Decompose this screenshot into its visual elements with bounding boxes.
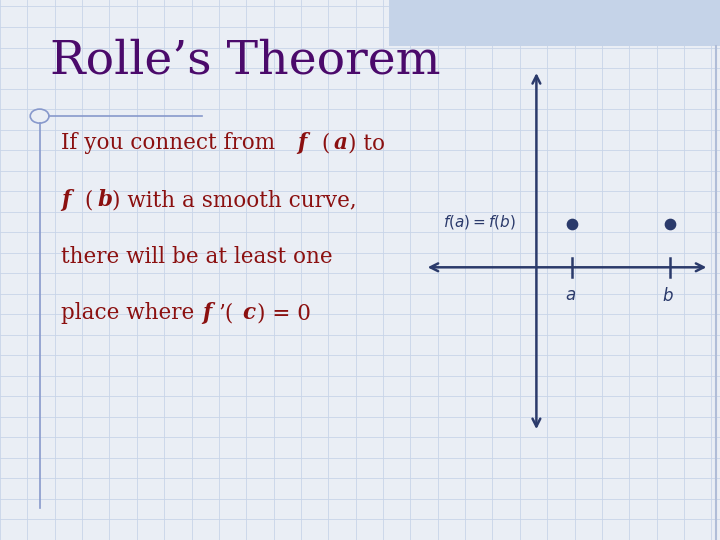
Point: [664, 220, 675, 228]
Text: place where: place where: [61, 302, 202, 325]
Text: ) with a smooth curve,: ) with a smooth curve,: [112, 189, 356, 211]
Text: c: c: [243, 302, 256, 325]
Point: [567, 220, 578, 228]
Text: a: a: [333, 132, 347, 154]
Text: (: (: [315, 132, 330, 154]
Text: f: f: [61, 189, 71, 211]
Text: b: b: [97, 189, 112, 211]
Text: If you connect from: If you connect from: [61, 132, 282, 154]
Text: $\mathit{b}$: $\mathit{b}$: [662, 287, 674, 305]
Text: (: (: [78, 189, 94, 211]
FancyBboxPatch shape: [389, 0, 720, 46]
Text: f: f: [202, 302, 212, 325]
Text: there will be at least one: there will be at least one: [61, 246, 333, 268]
Text: Rolle’s Theorem: Rolle’s Theorem: [50, 38, 441, 83]
Text: $\mathit{f(a){=}f(b)}$: $\mathit{f(a){=}f(b)}$: [443, 213, 516, 232]
Text: ) to: ) to: [348, 132, 384, 154]
Text: $\mathit{a}$: $\mathit{a}$: [565, 287, 577, 304]
Text: ’(: ’(: [218, 302, 233, 325]
Text: f: f: [297, 132, 307, 154]
Text: ) = 0: ) = 0: [257, 302, 311, 325]
